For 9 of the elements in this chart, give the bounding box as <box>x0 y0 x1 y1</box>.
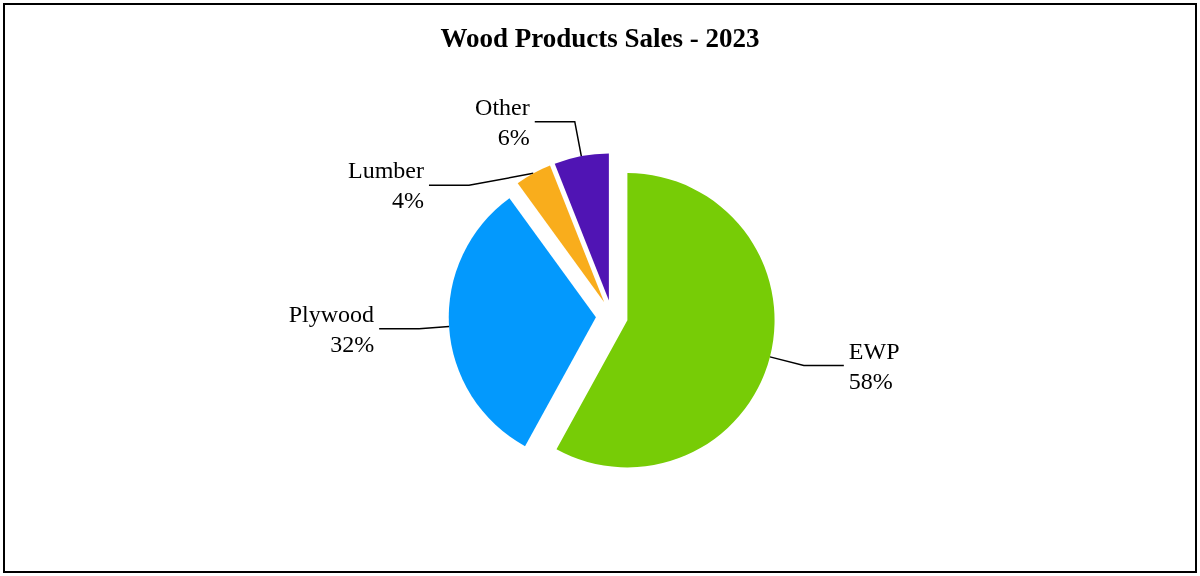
data-label: 4% <box>391 187 424 214</box>
slice-label: Other <box>475 93 530 120</box>
data-label: 32% <box>330 330 375 357</box>
slice-label: EWP <box>848 337 900 364</box>
data-label: 58% <box>848 367 893 394</box>
slice-label: Plywood <box>288 300 375 327</box>
slice-label: Lumber <box>347 157 424 184</box>
chart-title: Wood Products Sales - 2023 <box>440 22 760 53</box>
data-label: 6% <box>497 123 530 150</box>
